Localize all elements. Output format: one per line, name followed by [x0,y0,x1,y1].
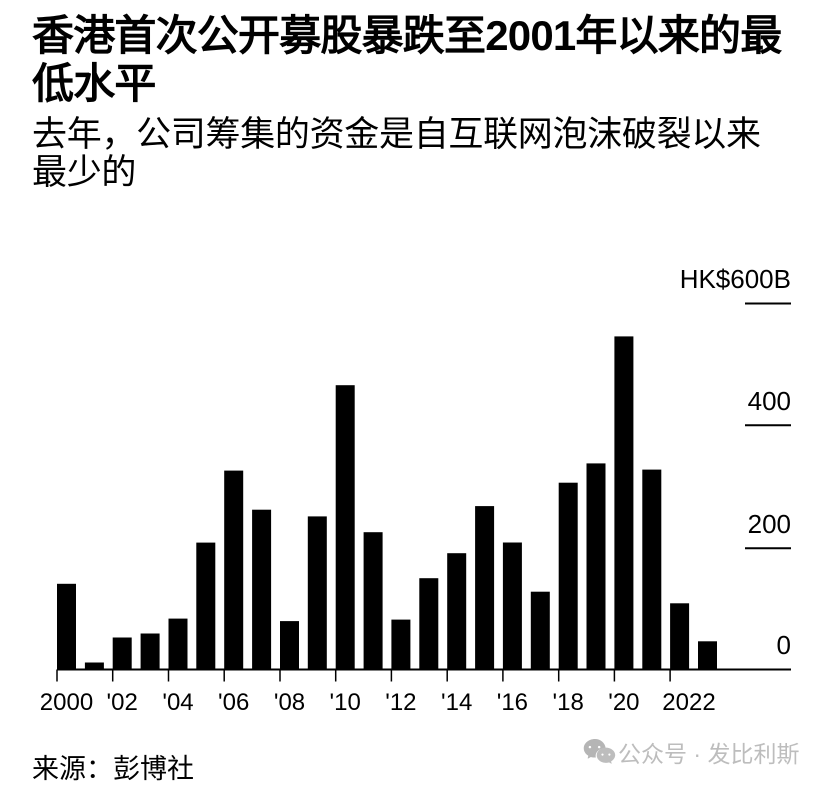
svg-text:'14: '14 [441,689,472,716]
svg-text:2000: 2000 [40,689,93,716]
svg-text:'16: '16 [497,689,528,716]
svg-text:公众号 · 发比利斯: 公众号 · 发比利斯 [618,741,799,767]
svg-text:'10: '10 [330,689,361,716]
svg-text:'12: '12 [385,689,416,716]
svg-text:'20: '20 [608,689,639,716]
svg-text:400: 400 [748,386,791,416]
svg-text:HK$600B: HK$600B [680,264,791,294]
svg-text:200: 200 [748,509,791,539]
svg-text:'18: '18 [553,689,584,716]
svg-text:来源：彭博社: 来源：彭博社 [32,754,194,784]
svg-text:'08: '08 [274,689,305,716]
svg-text:0: 0 [777,630,791,660]
svg-text:'06: '06 [218,689,249,716]
svg-text:2022: 2022 [662,689,715,716]
svg-text:'04: '04 [162,689,193,716]
svg-text:'02: '02 [107,689,138,716]
